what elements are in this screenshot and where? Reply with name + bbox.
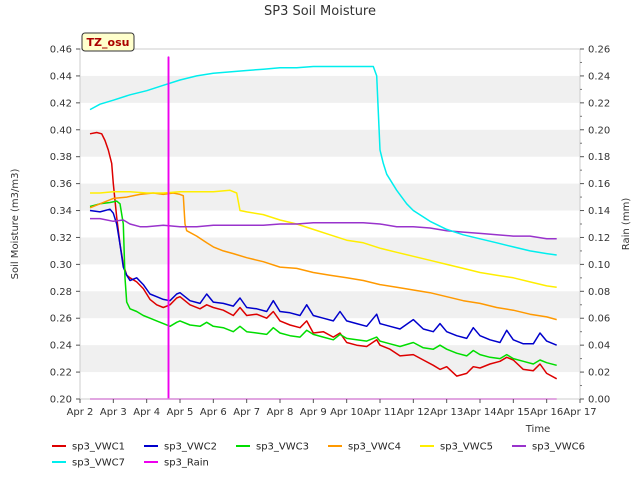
y2-tick-label: 0.04 [588, 341, 610, 352]
x-tick-label: Apr 16 [530, 407, 563, 418]
x-tick-label: Apr 10 [330, 407, 363, 418]
y-axis-ticks: 0.20 0.22 0.24 0.26 0.28 0.30 0.32 0.34 0.36 0.38… [50, 45, 80, 406]
y2-tick-label: 0.20 [588, 125, 610, 136]
y-tick-label: 0.30 [50, 260, 72, 271]
y-tick-label: 0.22 [50, 368, 72, 379]
tz-badge-box [81, 32, 135, 52]
x-tick-label: Apr 14 [463, 407, 496, 418]
y2-tick-label: 0.18 [588, 152, 610, 163]
y2-tick-label: 0.08 [588, 287, 610, 298]
chart-title: SP3 Soil Moisture [264, 4, 376, 19]
y2-tick-label: 0.00 [588, 395, 610, 406]
x-tick-label: Apr 17 [563, 407, 596, 418]
y-tick-label: 0.26 [50, 314, 72, 325]
x-tick-label: Apr 5 [167, 407, 194, 418]
y-tick-label: 0.24 [50, 341, 72, 352]
grid-band [80, 291, 580, 319]
y2-tick-label: 0.22 [588, 98, 610, 109]
legend-label: sp3_VWC7 [72, 458, 125, 469]
x-tick-label: Apr 15 [497, 407, 530, 418]
series-line-sp3-vwc7 [89, 65, 557, 256]
y2-axis-ticks: 0.00 0.02 0.04 0.06 0.08 0.10 0.12 0.14 0.16 0.18… [580, 45, 610, 406]
y2-tick-label: 0.02 [588, 368, 610, 379]
x-tick-label: Apr 4 [133, 407, 160, 418]
y-tick-label: 0.38 [50, 152, 72, 163]
x-tick-label: Apr 6 [200, 407, 227, 418]
y-tick-label: 0.32 [50, 233, 72, 244]
y2-tick-label: 0.14 [588, 206, 610, 217]
y-tick-label: 0.36 [50, 179, 72, 190]
y2-tick-label: 0.12 [588, 233, 610, 244]
x-tick-label: Apr 2 [67, 407, 94, 418]
series-line-sp3-vwc5 [90, 189, 557, 289]
y-axis-label: Soil Moisture (m3/m3) [10, 169, 21, 280]
x-tick-label: Apr 11 [363, 407, 396, 418]
y2-tick-label: 0.10 [588, 260, 610, 271]
x-tick-label: Apr 8 [267, 407, 294, 418]
x-tick-label: Apr 3 [100, 407, 127, 418]
y-tick-label: 0.34 [50, 206, 72, 217]
series-line-sp3-vwc2 [89, 208, 557, 346]
grid-bands [80, 75, 580, 373]
legend-label: sp3_VWC5 [440, 442, 493, 453]
legend-label: sp3_Rain [164, 458, 209, 469]
y-tick-label: 0.20 [50, 395, 72, 406]
x-axis-ticks: Apr 2 Apr 3 Apr 4 Apr 5 Apr 6 Apr 7 Apr 8 Apr 9… [67, 399, 597, 418]
legend-label: sp3_VWC3 [256, 442, 309, 453]
y-tick-label: 0.42 [50, 98, 72, 109]
y2-tick-label: 0.24 [588, 71, 610, 82]
x-tick-label: Apr 13 [430, 407, 463, 418]
x-tick-label: Apr 9 [300, 407, 327, 418]
y-tick-label: 0.40 [50, 125, 72, 136]
legend-label: sp3_VWC2 [164, 442, 217, 453]
y2-tick-label: 0.06 [588, 314, 610, 325]
tz-badge: TZ_osu [81, 32, 135, 52]
x-axis-label: Time [525, 424, 550, 435]
series-line-sp3-vwc4 [89, 192, 557, 321]
y2-axis-label: Rain (mm) [621, 198, 632, 251]
grid-band [80, 129, 580, 157]
legend-label: sp3_VWC1 [72, 442, 125, 453]
grid-band [80, 237, 580, 265]
series-line-sp3-vwc6 [90, 217, 557, 240]
y-tick-label: 0.46 [50, 45, 72, 56]
y2-tick-label: 0.26 [588, 45, 610, 56]
y2-tick-label: 0.16 [588, 179, 610, 190]
y-tick-label: 0.44 [50, 71, 72, 82]
legend-label: sp3_VWC4 [348, 442, 401, 453]
y-tick-label: 0.28 [50, 287, 72, 298]
legend: sp3_VWC1 sp3_VWC2 sp3_VWC3 sp3_VWC4 sp3_VWC5… [52, 442, 585, 469]
series-line-sp3-vwc3 [89, 200, 557, 367]
grid-band [80, 75, 580, 103]
tz-badge-label: TZ_osu [87, 36, 130, 49]
grid-band [80, 183, 580, 211]
x-tick-label: Apr 7 [233, 407, 260, 418]
x-tick-label: Apr 12 [397, 407, 430, 418]
legend-label: sp3_VWC6 [532, 442, 585, 453]
